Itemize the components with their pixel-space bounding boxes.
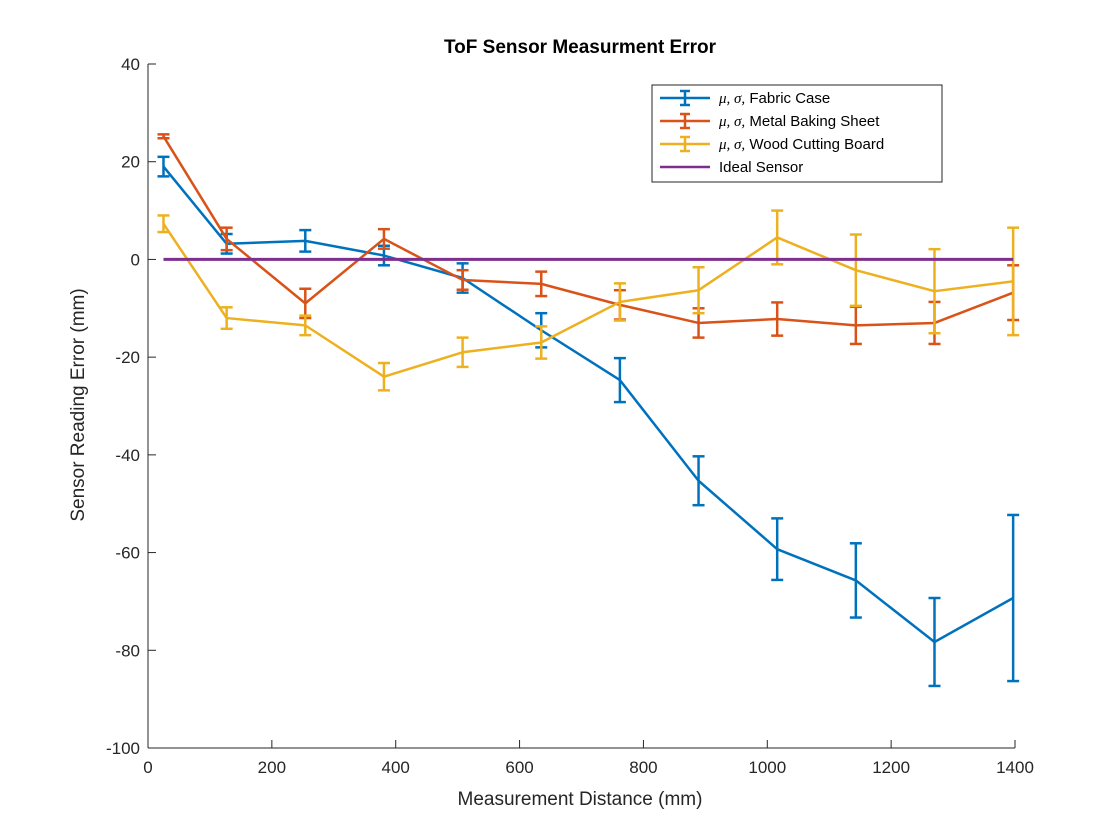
error-bar [535,270,548,298]
error-bar [157,155,170,178]
legend-label: μ, σ, Wood Cutting Board [718,136,884,153]
error-bar [535,325,548,360]
legend-label-math: μ, σ, [718,137,745,153]
error-bar [771,517,784,582]
series-3 [157,209,1020,392]
error-bar [692,455,705,507]
error-bar [157,214,170,234]
series-line [162,165,1014,644]
error-bar [377,227,390,250]
y-tick-label: 0 [131,250,140,269]
y-tick-label: -20 [115,348,140,367]
y-tick-label: 20 [121,153,140,172]
legend-label-math: μ, σ, [718,114,745,130]
x-tick-label: 1400 [996,758,1034,777]
x-tick-label: 200 [258,758,286,777]
error-bar [849,542,862,619]
x-tick-label: 1200 [872,758,910,777]
legend-label-text: Wood Cutting Board [745,136,884,153]
legend-label-text: Metal Baking Sheet [745,113,880,130]
x-tick-label: 1000 [748,758,786,777]
legend-item: μ, σ, Wood Cutting Board [660,135,884,153]
error-bar [299,314,312,337]
error-bar [220,306,233,331]
error-bar [613,282,626,322]
error-bar [220,226,233,252]
legend-label-math: μ, σ, [718,91,745,107]
axes: 0 200 400 600 800 1000 1200 1400-100-80-60-40-2… [106,55,1034,777]
legend-label: μ, σ, Fabric Case [718,90,830,107]
legend-item: μ, σ, Metal Baking Sheet [660,112,880,130]
error-bar [928,247,941,335]
legend-item: μ, σ, Fabric Case [660,89,830,107]
series-line [162,223,1014,378]
x-axis-label: Measurement Distance (mm) [458,789,703,810]
error-bar [928,596,941,688]
y-tick-label: 40 [121,55,140,74]
y-tick-label: -40 [115,446,140,465]
y-tick-label: -100 [106,739,140,758]
legend-label-text: Fabric Case [745,90,830,107]
series-1 [157,155,1020,688]
error-bar [456,336,469,369]
error-bar [1007,226,1020,337]
y-axis-label: Sensor Reading Error (mm) [68,288,89,521]
error-bar [849,233,862,308]
series-line [162,135,1014,327]
chart-title: ToF Sensor Measurment Error [444,37,717,58]
error-bar [771,301,784,337]
error-bar [377,361,390,392]
legend-label: μ, σ, Metal Baking Sheet [718,113,880,130]
x-tick-label: 0 [143,758,152,777]
error-bar [299,228,312,253]
series-layer [157,133,1020,688]
legend-item: Ideal Sensor [660,159,803,176]
error-bar [299,287,312,320]
error-bar [613,356,626,404]
error-bar [157,133,170,140]
x-tick-label: 600 [505,758,533,777]
x-tick-label: 400 [382,758,410,777]
error-bar [692,265,705,315]
error-bar [456,268,469,291]
x-tick-label: 800 [629,758,657,777]
legend-label: Ideal Sensor [719,159,803,176]
y-tick-label: -60 [115,544,140,563]
error-bar [1007,513,1020,683]
y-tick-label: -80 [115,641,140,660]
error-bar [771,209,784,266]
